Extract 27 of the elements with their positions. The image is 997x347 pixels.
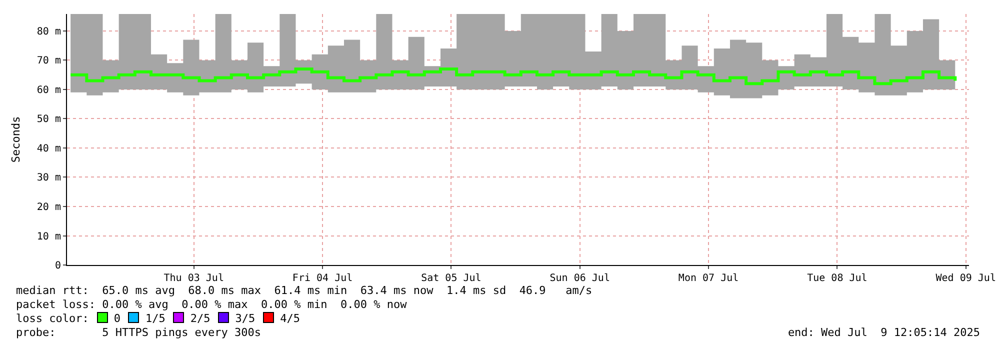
- x-tick-label: Thu 03 Jul: [164, 273, 224, 284]
- y-tick-label: 50 m: [36, 114, 61, 126]
- x-tick-label: Mon 07 Jul: [678, 273, 739, 284]
- x-tick-label: Wed 09 Jul: [936, 273, 996, 284]
- y-tick-label: 10 m: [36, 231, 61, 242]
- text: packet loss: 0.00 % avg 0.00 % max 0.00 % min 0.00 % now: [16, 298, 407, 311]
- text: median rtt: 65.0 ms avg 68.0 ms max 61.4 ms min 63.4 ms now 1.4 ms sd 46.9 am/s: [16, 284, 592, 297]
- y-tick-label: 30 m: [36, 172, 61, 184]
- x-tick-label: Sun 06 Jul: [550, 273, 610, 284]
- text: probe: 5 HTTPS pings every 300s: [16, 326, 262, 339]
- y-tick-label: 0: [54, 260, 61, 272]
- x-tick-label: Tue 08 Jul: [807, 273, 868, 284]
- legend-label: 1/5: [145, 312, 166, 325]
- legend-label: 0: [114, 312, 120, 325]
- y-tick-label: 60 m: [36, 84, 61, 96]
- y-tick-label: 20 m: [36, 202, 61, 213]
- legend-label: 3/5: [235, 312, 256, 325]
- text: end: Wed Jul 9 12:05:14 2025: [788, 326, 980, 339]
- y-tick-label: 40 m: [36, 143, 61, 154]
- legend-title: loss color:: [16, 312, 89, 325]
- y-axis-title: Seconds: [10, 116, 23, 163]
- legend-label: 2/5: [190, 312, 210, 325]
- y-tick-label: 70 m: [36, 56, 61, 67]
- legend-label: 4/5: [280, 312, 300, 325]
- x-tick-label: Fri 04 Jul: [292, 273, 353, 284]
- y-tick-label: 80 m: [36, 26, 61, 38]
- x-tick-label: Sat 05 Jul: [421, 273, 482, 284]
